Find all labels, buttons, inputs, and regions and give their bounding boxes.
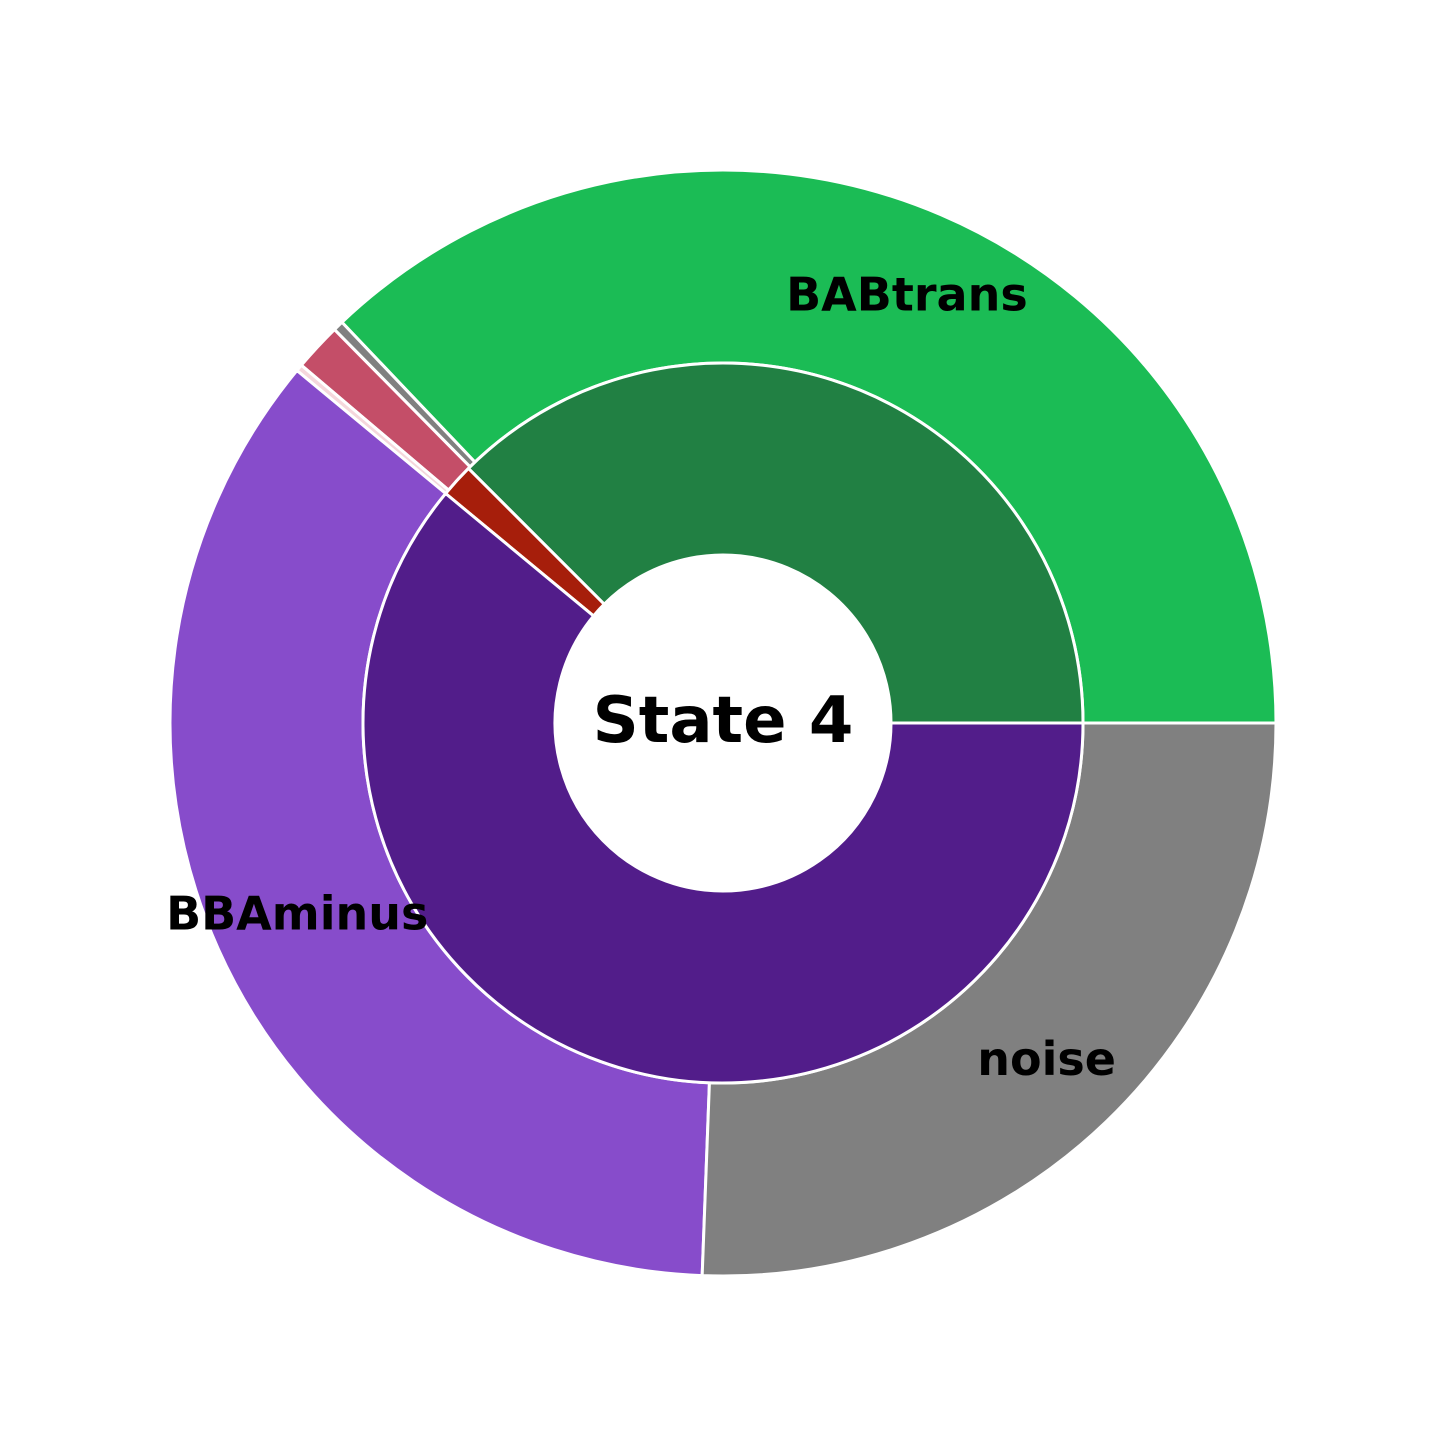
ring-labels: BABtrans BBAminus noise <box>166 267 1116 1086</box>
outer-ring-label-0: BABtrans <box>786 267 1028 321</box>
outer-ring-label-5: noise <box>977 1032 1116 1086</box>
center-label: State 4 <box>593 684 854 758</box>
inner-ring-slice-2 <box>361 491 1085 1085</box>
inner-ring-slice-0 <box>466 361 1085 725</box>
outer-ring-label-4: BBAminus <box>166 887 428 941</box>
inner-ring <box>361 361 1085 1085</box>
